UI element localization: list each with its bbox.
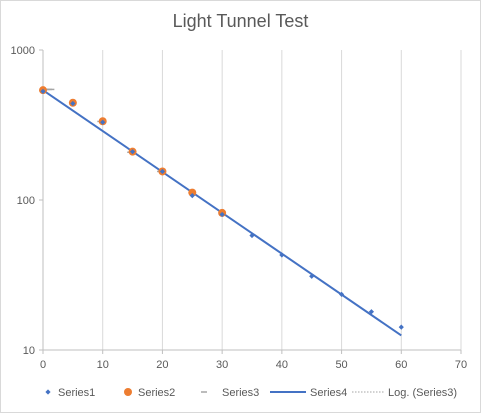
- x-tick-label: 40: [276, 359, 288, 371]
- legend-series2-marker: [124, 388, 132, 396]
- x-tick-label: 0: [40, 359, 46, 371]
- series1-point: [219, 211, 225, 218]
- legend-series1-marker: [45, 389, 51, 395]
- series1-point: [159, 168, 166, 175]
- series1-point: [70, 100, 76, 107]
- chart-title: Light Tunnel Test: [172, 11, 309, 31]
- series1-point: [368, 309, 375, 315]
- legend-label: Series4: [310, 387, 347, 399]
- series1-point: [338, 291, 345, 297]
- series1-point: [129, 149, 136, 155]
- legend-label: Series2: [138, 387, 175, 399]
- x-tick-label: 70: [455, 359, 467, 371]
- series2-point: [188, 188, 197, 197]
- x-tick-label: 20: [156, 359, 168, 371]
- y-tick-label: 10: [23, 345, 35, 357]
- y-tick-label: 1000: [11, 45, 35, 57]
- series1-point: [398, 324, 404, 330]
- series1-point: [40, 88, 46, 94]
- x-tick-label: 50: [335, 359, 347, 371]
- legend-label: Series3: [222, 387, 259, 399]
- series1-point: [309, 273, 315, 279]
- legend-label: Series1: [58, 387, 95, 399]
- series1-point: [189, 192, 195, 199]
- y-tick-label: 100: [17, 195, 35, 207]
- legend-label: Log. (Series3): [388, 387, 457, 399]
- x-tick-label: 60: [395, 359, 407, 371]
- series1-point: [279, 252, 285, 258]
- series1-point: [249, 232, 255, 239]
- x-tick-label: 30: [216, 359, 228, 371]
- x-tick-label: 10: [97, 359, 109, 371]
- series1-point: [100, 119, 106, 125]
